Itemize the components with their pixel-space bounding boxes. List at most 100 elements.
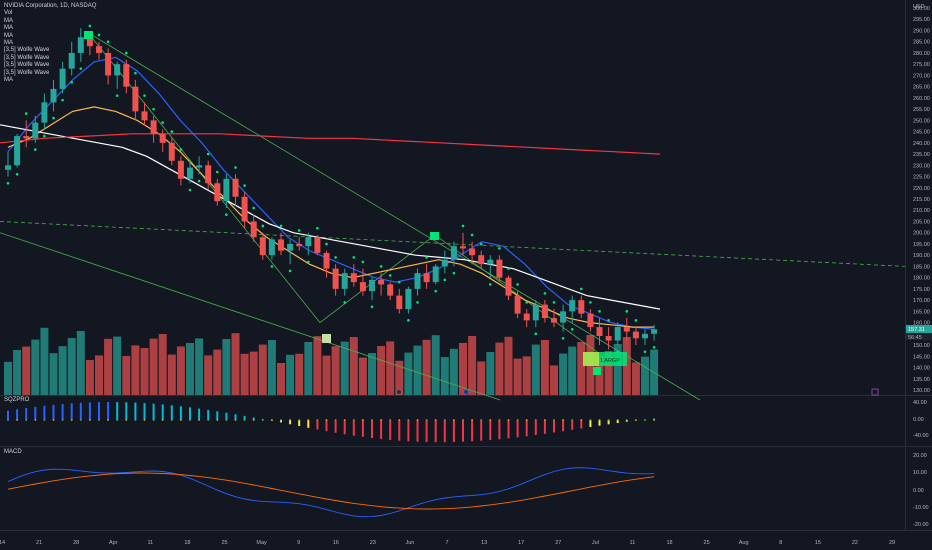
time-axis[interactable]: 14 21 28 Apr 11 18 25 May 9 16 23 Jun 7 13 17 27 Jul 11 18… xyxy=(0,540,895,546)
candle-body[interactable] xyxy=(14,136,21,166)
candle-body[interactable] xyxy=(278,239,284,251)
candle-body[interactable] xyxy=(177,160,184,179)
candle-body[interactable] xyxy=(523,313,530,321)
candle-body[interactable] xyxy=(296,243,303,247)
legend-item[interactable]: [3,5] Wolfe Wave xyxy=(4,62,50,69)
candle-body[interactable] xyxy=(378,279,385,285)
wolfe-top-marker[interactable] xyxy=(430,232,439,240)
candle-body[interactable] xyxy=(159,133,166,143)
symbol-title[interactable]: NVIDIA Corporation, 1D, NASDAQ xyxy=(4,3,97,9)
candle-body[interactable] xyxy=(578,300,585,314)
candle-body[interactable] xyxy=(496,259,503,278)
legend-item[interactable]: MA xyxy=(4,17,13,24)
candle-body[interactable] xyxy=(187,167,193,179)
legend-item[interactable]: [3,5] Wolfe Wave xyxy=(4,47,50,54)
wolfe-bottom-marker[interactable] xyxy=(322,334,331,343)
candle-body[interactable] xyxy=(77,37,84,53)
wolfe-bottom-marker[interactable] xyxy=(593,367,601,375)
candle-body[interactable] xyxy=(423,273,430,283)
legend-item[interactable]: MA xyxy=(4,40,13,47)
candle-body[interactable] xyxy=(541,304,548,319)
candle-body[interactable] xyxy=(223,178,230,202)
candle-body[interactable] xyxy=(123,64,130,87)
candle-body[interactable] xyxy=(205,165,212,184)
candle-body[interactable] xyxy=(605,336,612,341)
candle-body[interactable] xyxy=(287,243,294,251)
sqzpro-label[interactable]: SQZPRO xyxy=(4,397,30,403)
candle-body[interactable] xyxy=(86,37,93,47)
candle-body[interactable] xyxy=(305,237,312,247)
candle-body[interactable] xyxy=(396,295,403,310)
candle-body[interactable] xyxy=(214,183,221,202)
candle-body[interactable] xyxy=(532,304,539,321)
legend-item[interactable]: MA xyxy=(4,77,13,84)
candle-body[interactable] xyxy=(405,288,412,310)
candle-body[interactable] xyxy=(369,279,375,292)
legend-item[interactable]: MA xyxy=(4,32,13,39)
candle-body[interactable] xyxy=(469,248,476,256)
candle-body[interactable] xyxy=(460,246,466,249)
candle-body[interactable] xyxy=(314,237,321,253)
candle-body[interactable] xyxy=(68,52,75,69)
candle-body[interactable] xyxy=(505,277,512,296)
legend-item[interactable]: [3,5] Wolfe Wave xyxy=(4,54,50,61)
candle-body[interactable] xyxy=(232,178,239,197)
candle-body[interactable] xyxy=(41,102,48,123)
candle-body[interactable] xyxy=(150,120,157,134)
volume-bar xyxy=(313,336,322,395)
legend-item[interactable]: [3,5] Wolfe Wave xyxy=(4,69,50,76)
candle-body[interactable] xyxy=(141,111,148,121)
candle-body[interactable] xyxy=(323,252,330,269)
candle-body[interactable] xyxy=(241,196,248,222)
candle-body[interactable] xyxy=(5,165,11,170)
candle-body[interactable] xyxy=(487,259,494,265)
candle-body[interactable] xyxy=(587,313,594,328)
candle-body[interactable] xyxy=(623,327,630,332)
candle-body[interactable] xyxy=(441,259,448,267)
candle-body[interactable] xyxy=(132,86,139,112)
event-icon[interactable] xyxy=(463,389,469,395)
candle-body[interactable] xyxy=(23,136,30,139)
sqz-dot xyxy=(425,419,428,421)
candle-body[interactable] xyxy=(250,221,257,238)
candle-body[interactable] xyxy=(387,284,394,296)
candle-body[interactable] xyxy=(514,295,521,314)
candle-body[interactable] xyxy=(414,273,421,289)
price-axis[interactable]: 300.00 295.00 290.00 285.00 280.00 275.00 270.… xyxy=(913,6,930,394)
candle-body[interactable] xyxy=(642,333,648,339)
candle-body[interactable] xyxy=(50,88,57,103)
candle-body[interactable] xyxy=(196,165,203,168)
event-icon[interactable] xyxy=(396,389,402,395)
psar-dot xyxy=(152,107,155,111)
candle-body[interactable] xyxy=(478,255,485,265)
macd-label[interactable]: MACD xyxy=(4,449,22,455)
candle-body[interactable] xyxy=(332,268,339,289)
candle-body[interactable] xyxy=(551,318,557,323)
candle-body[interactable] xyxy=(596,327,603,337)
candlestick-series[interactable] xyxy=(5,24,658,354)
candle-body[interactable] xyxy=(432,266,439,283)
candle-body[interactable] xyxy=(341,273,348,289)
candle-body[interactable] xyxy=(632,331,639,339)
candle-body[interactable] xyxy=(105,52,112,76)
wolfe-top-marker[interactable] xyxy=(84,31,93,39)
sqz-dot xyxy=(280,419,282,421)
candle-body[interactable] xyxy=(114,64,121,76)
candle-body[interactable] xyxy=(614,327,621,341)
candle-body[interactable] xyxy=(450,246,457,260)
candle-body[interactable] xyxy=(259,237,266,256)
candle-body[interactable] xyxy=(569,300,576,312)
legend-item[interactable]: Vol xyxy=(4,10,13,17)
candle-body[interactable] xyxy=(350,273,357,283)
candle-body[interactable] xyxy=(560,311,567,323)
candle-body[interactable] xyxy=(359,282,366,292)
candle-body[interactable] xyxy=(268,239,275,256)
legend-item[interactable]: MA xyxy=(4,25,13,32)
candle-body[interactable] xyxy=(59,68,66,89)
candle-body[interactable] xyxy=(651,329,658,334)
candle-body[interactable] xyxy=(96,46,102,53)
candle-body[interactable] xyxy=(168,142,175,161)
event-icon[interactable] xyxy=(871,388,879,396)
candle-body[interactable] xyxy=(32,122,39,139)
